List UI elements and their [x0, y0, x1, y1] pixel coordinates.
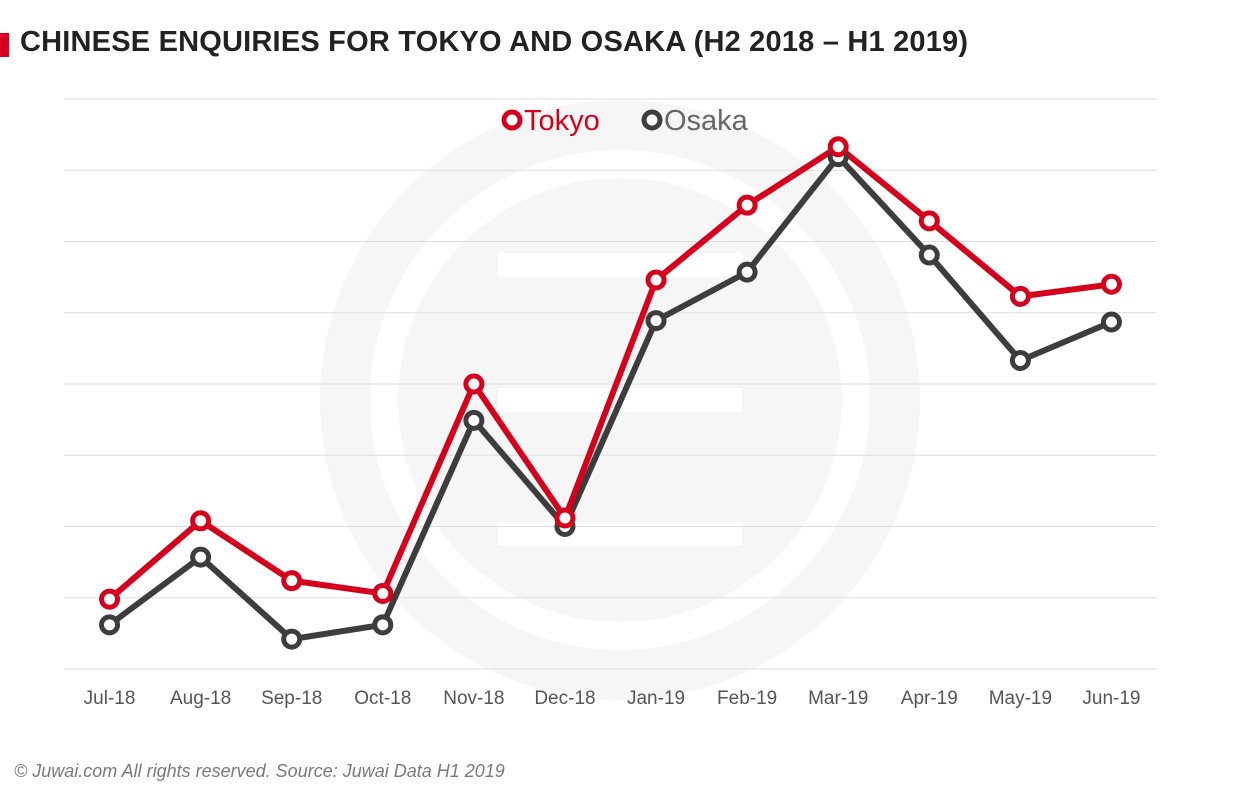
watermark-bar-top — [498, 253, 742, 277]
data-point-osaka — [99, 614, 121, 636]
data-point-tokyo — [463, 373, 485, 395]
data-point-tokyo — [918, 210, 940, 232]
data-point-tokyo — [1009, 285, 1031, 307]
data-point-osaka — [1100, 311, 1122, 333]
data-point-osaka — [1009, 349, 1031, 371]
series-line-osaka — [106, 153, 1115, 643]
data-point-tokyo — [736, 194, 758, 216]
data-point-tokyo — [1100, 273, 1122, 295]
legend: Tokyo Osaka — [501, 105, 749, 137]
data-point-tokyo — [554, 507, 576, 529]
legend-label-osaka: Osaka — [664, 105, 749, 137]
chart-title: CHINESE ENQUIRIES FOR TOKYO AND OSAKA (H… — [20, 26, 969, 58]
x-tick-label: Jun-19 — [1082, 688, 1140, 709]
watermark-bar-bottom — [498, 522, 742, 546]
x-tick-label: Feb-19 — [717, 688, 777, 709]
legend-marker-tokyo — [501, 109, 523, 131]
x-tick-label: Aug-18 — [170, 688, 231, 709]
data-point-osaka — [190, 546, 212, 568]
data-point-tokyo — [99, 588, 121, 610]
gridlines — [64, 98, 1157, 670]
data-point-osaka — [645, 310, 667, 332]
data-point-tokyo — [645, 269, 667, 291]
x-tick-label: Jul-18 — [84, 688, 136, 709]
source-note: © Juwai.com All rights reserved. Source:… — [14, 761, 505, 781]
x-tick-label: Sep-18 — [261, 688, 322, 709]
legend-marker-osaka — [641, 109, 663, 131]
x-tick-label: Jan-19 — [627, 688, 685, 709]
x-tick-label: Dec-18 — [534, 688, 595, 709]
legend-label-tokyo: Tokyo — [524, 105, 600, 137]
data-point-tokyo — [281, 570, 303, 592]
data-point-tokyo — [372, 582, 394, 604]
x-tick-label: May-19 — [989, 688, 1052, 709]
x-tick-label: Apr-19 — [901, 688, 958, 709]
data-point-osaka — [918, 244, 940, 266]
data-point-tokyo — [827, 136, 849, 158]
data-point-osaka — [281, 628, 303, 650]
x-tick-label: Oct-18 — [354, 688, 411, 709]
data-point-osaka — [736, 261, 758, 283]
data-point-osaka — [372, 614, 394, 636]
data-point-tokyo — [190, 510, 212, 532]
series-line-tokyo — [106, 143, 1115, 603]
x-tick-label: Nov-18 — [443, 688, 504, 709]
x-tick-label: Mar-19 — [808, 688, 868, 709]
title-accent-bar — [0, 33, 9, 57]
x-axis-ticks: Jul-18 Aug-18 Sep-18 Oct-18 Nov-18 Dec-18 Jan-… — [84, 688, 1141, 709]
series-points — [99, 136, 1122, 650]
series-lines — [106, 143, 1115, 643]
data-point-osaka — [463, 409, 485, 431]
